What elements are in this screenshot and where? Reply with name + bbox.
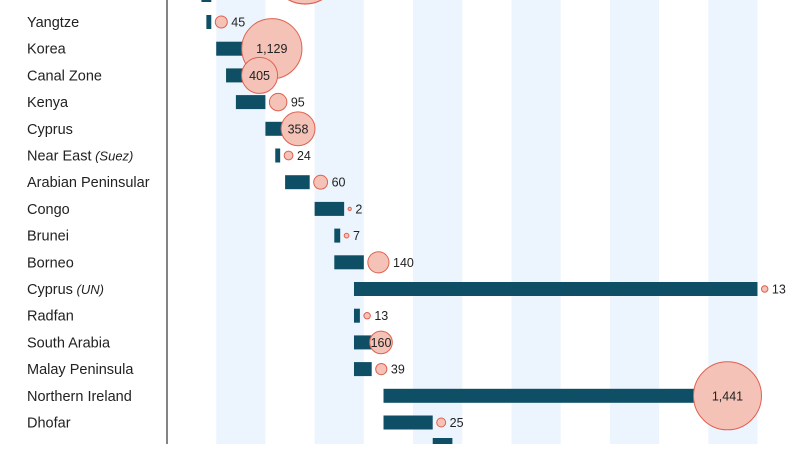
value-label: 25 — [450, 416, 464, 430]
category-name: Yangtze — [27, 15, 79, 31]
category-label: Yangtze — [27, 15, 79, 31]
category-name: Radfan — [27, 309, 74, 325]
deaths-bubble — [343, 232, 350, 239]
category-label: Brunei — [27, 229, 69, 245]
grid-bands — [216, 0, 758, 444]
value-label: 160 — [371, 336, 392, 350]
duration-bar — [353, 308, 360, 323]
value-label: 1,129 — [256, 42, 287, 56]
duration-bar — [216, 41, 246, 56]
category-label: Borneo — [27, 255, 74, 271]
value-label: 60 — [332, 176, 346, 190]
deaths-bubble — [369, 330, 393, 355]
category-label: Kenya — [27, 95, 69, 111]
duration-bar — [275, 148, 281, 163]
value-label: 95 — [291, 96, 305, 110]
duration-bar — [285, 175, 310, 190]
deaths-bubble — [692, 361, 762, 431]
cropped-bar-bottom — [432, 438, 453, 448]
value-label: 2 — [355, 202, 362, 216]
deaths-bubble — [436, 417, 447, 428]
deaths-bubble — [280, 111, 316, 147]
category-name: South Arabia — [27, 335, 111, 351]
category-name: Arabian Peninsular — [27, 175, 150, 191]
duration-bar — [235, 95, 266, 110]
category-labels: Yangtze Korea Canal Zone Kenya Cyprus Near Ea… — [27, 15, 150, 432]
value-label: 140 — [393, 256, 414, 270]
deaths-bubble — [283, 150, 294, 161]
category-name: Kenya — [27, 95, 69, 111]
category-label: Northern Ireland — [27, 389, 132, 405]
category-name: Dhofar — [27, 416, 71, 432]
duration-bar — [353, 335, 374, 350]
deaths-bubble — [367, 251, 390, 274]
deaths-bubble — [313, 174, 329, 190]
category-note: (UN) — [73, 282, 104, 297]
duration-bar — [353, 362, 372, 377]
value-label: 1,441 — [712, 389, 743, 403]
category-name: Malay Peninsula — [27, 362, 134, 378]
category-name: Congo — [27, 202, 70, 218]
duration-bar — [206, 15, 212, 29]
category-label: Near East (Suez) — [27, 149, 133, 165]
category-name: Northern Ireland — [27, 389, 132, 405]
duration-bar — [353, 282, 758, 296]
category-label: Radfan — [27, 309, 74, 325]
grid-band — [314, 0, 364, 444]
category-label: South Arabia — [27, 335, 111, 351]
category-name: Borneo — [27, 255, 74, 271]
bars — [206, 15, 758, 430]
deaths-bubble — [241, 56, 279, 94]
cropped-bubble-top — [287, 0, 323, 5]
value-label: 358 — [288, 122, 309, 136]
duration-bar — [383, 415, 433, 430]
deaths-bubble — [760, 285, 769, 293]
grid-band — [413, 0, 463, 444]
category-label: Cyprus (UN) — [27, 282, 104, 298]
deaths-bubble — [268, 92, 288, 112]
duration-bar — [314, 201, 345, 216]
deaths-bubble — [375, 363, 388, 376]
value-label: 24 — [297, 149, 311, 163]
category-label: Malay Peninsula — [27, 362, 134, 378]
duration-bar — [334, 228, 341, 243]
category-label: Cyprus — [27, 122, 73, 138]
grid-band — [511, 0, 561, 444]
value-label: 7 — [353, 229, 360, 243]
category-label: Canal Zone — [27, 68, 102, 84]
category-name: Brunei — [27, 229, 69, 245]
category-name: Cyprus — [27, 122, 73, 138]
category-label: Congo — [27, 202, 70, 218]
value-label: 45 — [231, 16, 245, 30]
deaths-bubble — [214, 15, 228, 29]
duration-bar — [265, 121, 286, 136]
value-label: 13 — [374, 309, 388, 323]
value-label: 13 — [772, 283, 786, 297]
category-name: Cyprus — [27, 282, 73, 298]
duration-bar — [383, 388, 758, 403]
cropped-bar-top — [201, 0, 212, 2]
bubbles — [214, 15, 769, 431]
value-label: 405 — [249, 69, 270, 83]
deaths-bubble — [347, 206, 352, 211]
grid-band — [609, 0, 660, 444]
category-label: Dhofar — [27, 416, 71, 432]
category-label: Arabian Peninsular — [27, 175, 150, 191]
value-labels: 45 1,129 405 95 358 24 60 2 7 140 13 13 160 39 1,441 25 — [231, 16, 786, 431]
category-note: (Suez) — [91, 149, 133, 164]
cropped-marks — [201, 0, 453, 448]
category-name: Canal Zone — [27, 68, 102, 84]
category-label: Korea — [27, 42, 67, 58]
value-label: 39 — [391, 363, 405, 377]
duration-bar — [334, 255, 364, 270]
deaths-bubble — [363, 311, 371, 320]
category-name: Korea — [27, 42, 67, 58]
category-name: Near East — [27, 149, 91, 165]
